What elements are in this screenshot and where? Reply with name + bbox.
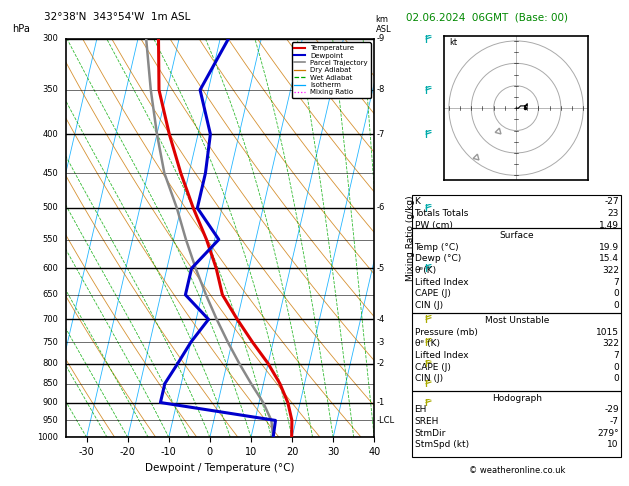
Bar (412, 228, 621, 313)
Text: 0: 0 (613, 363, 619, 372)
Text: CIN (J): CIN (J) (415, 374, 443, 383)
Text: Pressure (mb): Pressure (mb) (415, 328, 477, 337)
Text: 500: 500 (43, 204, 58, 212)
Text: hPa: hPa (13, 24, 30, 34)
Text: 850: 850 (43, 379, 58, 388)
Bar (412, 313, 621, 391)
Text: -29: -29 (604, 405, 619, 415)
Text: 800: 800 (43, 359, 58, 368)
Text: SREH: SREH (415, 417, 439, 426)
Bar (412, 195, 621, 228)
Text: -6: -6 (376, 204, 384, 212)
Text: 1.49: 1.49 (599, 221, 619, 230)
Text: 600: 600 (43, 264, 58, 273)
Text: EH: EH (415, 405, 427, 415)
Text: 0: 0 (613, 301, 619, 310)
Text: -7: -7 (610, 417, 619, 426)
Text: 450: 450 (43, 169, 58, 177)
Text: 19.9: 19.9 (599, 243, 619, 252)
Text: 1000: 1000 (37, 433, 58, 442)
Text: 750: 750 (43, 338, 58, 347)
Text: 950: 950 (43, 416, 58, 425)
Text: 550: 550 (43, 235, 58, 244)
Text: 650: 650 (43, 290, 58, 299)
Text: km
ASL: km ASL (376, 16, 391, 34)
Text: © weatheronline.co.uk: © weatheronline.co.uk (469, 466, 565, 475)
Text: 300: 300 (43, 35, 58, 43)
Text: Surface: Surface (499, 231, 534, 240)
Text: 32°38'N  343°54'W  1m ASL: 32°38'N 343°54'W 1m ASL (44, 12, 191, 22)
Text: kt: kt (449, 38, 457, 48)
Text: StmDir: StmDir (415, 429, 446, 438)
Text: Most Unstable: Most Unstable (484, 316, 549, 325)
Text: 1015: 1015 (596, 328, 619, 337)
Text: 7: 7 (613, 351, 619, 360)
Text: 400: 400 (43, 130, 58, 139)
Text: Mixing Ratio (g/kg): Mixing Ratio (g/kg) (406, 195, 415, 281)
Text: 700: 700 (43, 315, 58, 324)
Text: 279°: 279° (598, 429, 619, 438)
Text: -2: -2 (376, 359, 384, 368)
Legend: Temperature, Dewpoint, Parcel Trajectory, Dry Adiabat, Wet Adiabat, Isotherm, Mi: Temperature, Dewpoint, Parcel Trajectory… (292, 42, 370, 98)
Text: 02.06.2024  06GMT  (Base: 00): 02.06.2024 06GMT (Base: 00) (406, 12, 568, 22)
Text: θᵉ (K): θᵉ (K) (415, 339, 440, 348)
Text: CIN (J): CIN (J) (415, 301, 443, 310)
Text: Totals Totals: Totals Totals (415, 209, 469, 218)
Text: -7: -7 (376, 130, 384, 139)
Text: 322: 322 (602, 339, 619, 348)
Text: 0: 0 (613, 374, 619, 383)
X-axis label: Dewpoint / Temperature (°C): Dewpoint / Temperature (°C) (145, 463, 295, 473)
Text: StmSpd (kt): StmSpd (kt) (415, 440, 469, 450)
Text: 350: 350 (43, 86, 58, 94)
Text: -8: -8 (376, 86, 384, 94)
Text: -27: -27 (604, 197, 619, 207)
Text: Temp (°C): Temp (°C) (415, 243, 459, 252)
Text: 0: 0 (613, 289, 619, 298)
Text: CAPE (J): CAPE (J) (415, 289, 450, 298)
Text: θᵉ(K): θᵉ(K) (415, 266, 437, 275)
Text: 23: 23 (608, 209, 619, 218)
Text: -9: -9 (376, 35, 384, 43)
Text: K: K (415, 197, 420, 207)
Text: Lifted Index: Lifted Index (415, 351, 468, 360)
Text: -5: -5 (376, 264, 384, 273)
Text: PW (cm): PW (cm) (415, 221, 452, 230)
Text: 322: 322 (602, 266, 619, 275)
Text: -1: -1 (376, 398, 384, 407)
Text: 10: 10 (608, 440, 619, 450)
Text: -3: -3 (376, 338, 384, 347)
Text: 7: 7 (613, 278, 619, 287)
Bar (412, 391, 621, 457)
Text: -LCL: -LCL (376, 416, 394, 425)
Text: 15.4: 15.4 (599, 254, 619, 263)
Text: CAPE (J): CAPE (J) (415, 363, 450, 372)
Text: Lifted Index: Lifted Index (415, 278, 468, 287)
Text: Hodograph: Hodograph (492, 394, 542, 403)
Text: -4: -4 (376, 315, 384, 324)
Text: Dewp (°C): Dewp (°C) (415, 254, 461, 263)
Text: 900: 900 (43, 398, 58, 407)
